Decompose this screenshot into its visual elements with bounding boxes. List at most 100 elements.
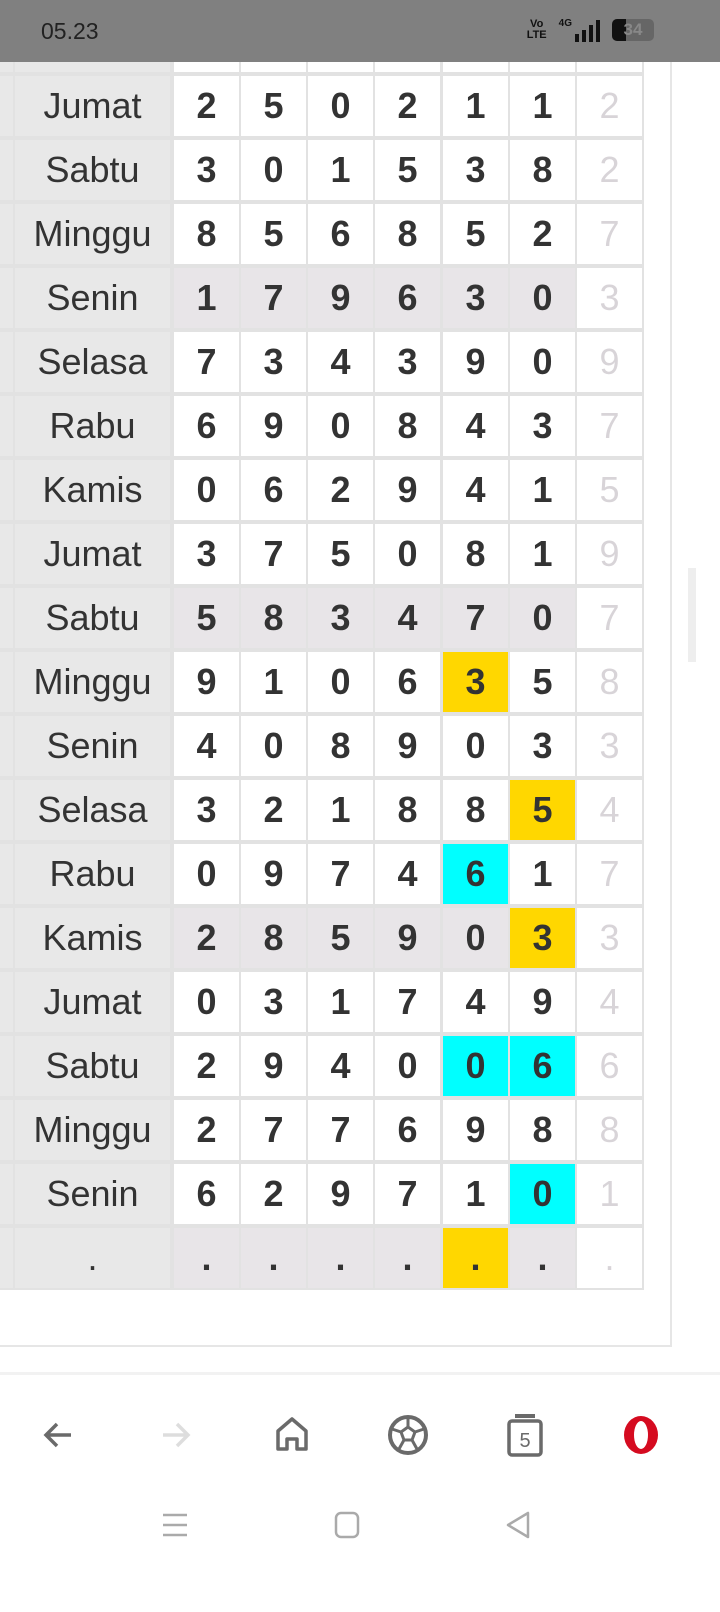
digit-cell: 9 [239, 394, 308, 458]
digit-cell: 1 [306, 778, 375, 842]
table-row: Sabtu 3 0 1 5 3 8 2 [0, 138, 644, 202]
forward-icon [163, 1422, 191, 1448]
digit-cell: 5 [306, 906, 375, 970]
result-cell: 3 [575, 714, 644, 778]
digit-cell: 1 [172, 266, 241, 330]
digit-cell: 6 [508, 1034, 577, 1098]
table-row: Rabu 0 9 7 4 6 1 7 [0, 842, 644, 906]
digit-cell: 7 [239, 266, 308, 330]
opera-menu-icon [624, 1416, 658, 1454]
tabs-icon: 5 [507, 1414, 543, 1457]
day-cell: Rabu [13, 842, 172, 906]
table-row: Senin 1 7 9 6 3 0 3 [0, 266, 644, 330]
digit-cell: 3 [239, 970, 308, 1034]
result-cell: 9 [575, 330, 644, 394]
system-home-button[interactable] [327, 1505, 367, 1545]
digit-cell: 2 [239, 778, 308, 842]
digit-cell: 7 [172, 330, 241, 394]
table-row: Selasa 3 2 1 8 8 5 4 [0, 778, 644, 842]
system-back-button[interactable] [498, 1505, 538, 1545]
digit-cell: 6 [172, 394, 241, 458]
table-row: Selasa 7 3 4 3 9 0 9 [0, 330, 644, 394]
result-cell: 2 [575, 74, 644, 138]
home-button[interactable] [262, 1405, 322, 1465]
digit-cell: 8 [373, 778, 442, 842]
digit-cell: 8 [306, 714, 375, 778]
digit-cell: 3 [441, 266, 510, 330]
digit-cell: 0 [172, 458, 241, 522]
digit-cell: 0 [508, 330, 577, 394]
digit-cell: 8 [172, 202, 241, 266]
digit-cell: 5 [373, 138, 442, 202]
result-cell: 4 [575, 778, 644, 842]
table-row: Minggu 8 5 6 8 5 2 7 [0, 202, 644, 266]
digit-cell: 4 [441, 394, 510, 458]
digit-cell: 9 [239, 842, 308, 906]
digit-cell: 4 [306, 330, 375, 394]
digit-cell: 4 [441, 970, 510, 1034]
back-button[interactable] [29, 1405, 89, 1465]
digit-cell: 1 [239, 650, 308, 714]
digit-cell: 3 [441, 650, 510, 714]
digit-cell: 2 [508, 202, 577, 266]
digit-cell: 1 [508, 458, 577, 522]
recents-icon [163, 1513, 187, 1537]
digit-cell: 2 [172, 1034, 241, 1098]
digit-cell: 7 [441, 586, 510, 650]
result-cell: 7 [575, 586, 644, 650]
digit-cell: 2 [306, 458, 375, 522]
digit-cell: 9 [508, 970, 577, 1034]
digit-cell: . [306, 1226, 375, 1290]
table-row: Sabtu 5 8 3 4 7 0 7 [0, 586, 644, 650]
result-cell: 3 [575, 266, 644, 330]
digit-cell: 2 [172, 1098, 241, 1162]
digit-cell: 6 [373, 266, 442, 330]
day-cell: Kamis [13, 458, 172, 522]
digit-cell: 8 [239, 586, 308, 650]
digit-cell: . [239, 1226, 308, 1290]
digit-cell: 5 [172, 586, 241, 650]
digit-cell: 0 [508, 586, 577, 650]
digit-cell: 0 [306, 394, 375, 458]
digit-cell: 6 [373, 1098, 442, 1162]
digit-cell: 0 [373, 1034, 442, 1098]
digit-cell: . [172, 1226, 241, 1290]
digit-cell: 5 [508, 650, 577, 714]
day-cell: Jumat [13, 74, 172, 138]
digit-cell: 9 [441, 330, 510, 394]
scrollbar[interactable] [688, 568, 696, 662]
digit-cell: 3 [172, 138, 241, 202]
day-cell: Sabtu [13, 138, 172, 202]
digit-cell: 6 [373, 650, 442, 714]
day-cell: . [13, 1226, 172, 1290]
digit-cell: 8 [441, 522, 510, 586]
digit-cell: 3 [441, 138, 510, 202]
table-row: Kamis 2 8 5 9 0 3 3 [0, 906, 644, 970]
digit-cell: 8 [239, 906, 308, 970]
sports-button[interactable] [378, 1405, 438, 1465]
digit-cell: 1 [441, 74, 510, 138]
day-cell: Minggu [13, 202, 172, 266]
day-cell: Jumat [13, 970, 172, 1034]
table-row: Minggu 2 7 7 6 9 8 8 [0, 1098, 644, 1162]
tabs-button[interactable]: 5 [495, 1405, 555, 1465]
digit-cell: 0 [508, 1162, 577, 1226]
opera-menu-button[interactable] [611, 1405, 671, 1465]
svg-text:5: 5 [519, 1430, 530, 1452]
digit-cell: 1 [441, 1162, 510, 1226]
result-cell: 6 [575, 1034, 644, 1098]
table-row: Sabtu 2 9 4 0 0 6 6 [0, 1034, 644, 1098]
digit-cell: 8 [373, 202, 442, 266]
digit-cell: 3 [508, 906, 577, 970]
home-icon [334, 1511, 360, 1539]
forward-button[interactable] [145, 1405, 205, 1465]
result-cell: 7 [575, 842, 644, 906]
recents-button[interactable] [155, 1505, 195, 1545]
digit-cell: 9 [373, 906, 442, 970]
digit-cell: 5 [306, 522, 375, 586]
digit-cell: 7 [373, 1162, 442, 1226]
digit-cell: 0 [306, 74, 375, 138]
day-cell: Jumat [13, 522, 172, 586]
digit-cell: 7 [306, 1098, 375, 1162]
result-cell: 8 [575, 650, 644, 714]
